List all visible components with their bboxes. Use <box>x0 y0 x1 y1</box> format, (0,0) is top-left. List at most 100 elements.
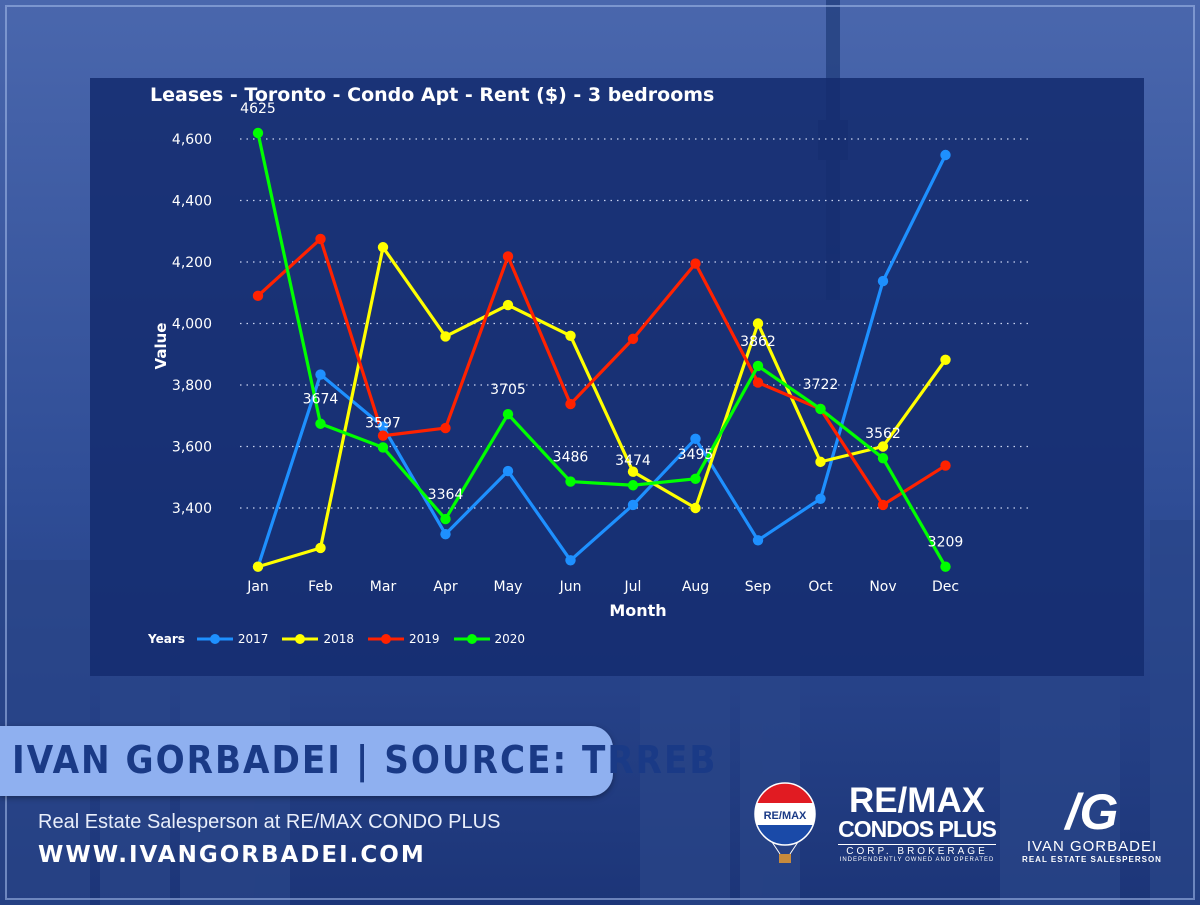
data-point-2017-Nov <box>877 275 889 287</box>
remax-line4: INDEPENDENTLY OWNED AND OPERATED <box>839 857 995 863</box>
data-point-2017-Oct <box>815 493 826 504</box>
data-point-2019-Jan <box>252 290 264 302</box>
data-point-2019-May <box>502 251 514 262</box>
data-point-2020-Oct <box>815 403 826 415</box>
x-tick-label: Sep <box>745 579 772 595</box>
data-label: 3862 <box>740 334 776 350</box>
x-tick-label: Aug <box>682 579 709 595</box>
data-point-2017-Mar <box>377 421 389 432</box>
legend-item-2017[interactable]: 2017 <box>196 632 269 646</box>
legend-title: Years <box>148 632 185 646</box>
data-label: 3364 <box>428 487 464 503</box>
series-line-2020 <box>256 132 947 568</box>
data-point-2017-Sep <box>752 535 764 546</box>
remax-line2: CONDOS PLUS <box>838 816 997 842</box>
legend-swatch <box>196 634 233 644</box>
data-point-2017-May <box>502 465 514 477</box>
data-point-2018-Dec <box>940 354 951 365</box>
data-point-2017-Aug <box>690 433 701 445</box>
data-point-2019-Nov <box>877 499 889 511</box>
x-tick-label: Dec <box>932 579 959 595</box>
data-point-2019-Mar <box>377 430 389 441</box>
data-point-2018-Mar <box>377 242 389 253</box>
line-chart: 4625 3674 3597 3364 3705 3486 3474 3495 3862 3722… <box>152 101 1028 620</box>
data-point-2020-Jan <box>252 127 264 139</box>
series-line-2017 <box>256 154 947 568</box>
x-tick-label: May <box>494 579 523 595</box>
data-label: 3597 <box>365 415 401 431</box>
data-label: 3209 <box>928 535 964 551</box>
data-label: 3722 <box>803 377 839 393</box>
y-tick-label: 4,200 <box>172 255 212 271</box>
data-label: 4625 <box>240 101 276 117</box>
data-point-2019-Dec <box>940 460 951 471</box>
data-point-2020-May <box>502 409 514 420</box>
legend-swatch <box>367 634 404 644</box>
data-point-2020-Jul <box>627 480 639 491</box>
data-point-2017-Dec <box>940 149 951 161</box>
legend-item-2020[interactable]: 2020 <box>453 632 525 646</box>
y-tick-label: 3,800 <box>172 378 212 394</box>
website-link[interactable]: WWW.IVANGORBADEI.COM <box>38 842 426 868</box>
y-tick-label: 3,600 <box>172 440 212 456</box>
data-point-2018-Feb <box>315 542 326 554</box>
ig-role: REAL ESTATE SALESPERSON <box>1022 855 1162 864</box>
x-tick-label: Nov <box>869 579 896 595</box>
y-tick-label: 4,400 <box>172 194 212 210</box>
data-point-2019-Aug <box>690 258 701 269</box>
data-point-2020-Mar <box>377 442 389 453</box>
chart-title: Leases - Toronto - Condo Apt - Rent ($) … <box>150 84 715 106</box>
y-tick-label: 4,000 <box>172 317 212 333</box>
data-point-2020-Sep <box>752 360 764 372</box>
legend: Years 2017 2018 2019 2020 <box>148 632 539 646</box>
data-point-2018-May <box>502 299 514 311</box>
data-label: 3495 <box>678 447 714 463</box>
remax-line1: RE/MAX <box>848 781 986 820</box>
data-label: 3705 <box>490 382 526 398</box>
data-point-2018-Jul <box>627 466 639 477</box>
x-tick-label: Feb <box>308 579 333 595</box>
data-point-2020-Feb <box>315 418 326 429</box>
legend-item-2019[interactable]: 2019 <box>367 632 440 646</box>
data-point-2019-Apr <box>440 422 451 434</box>
data-point-2019-Feb <box>315 233 326 245</box>
balloon-text: RE/MAX <box>764 810 807 822</box>
data-point-2019-Jun <box>565 398 576 410</box>
data-point-2017-Jun <box>565 555 576 566</box>
data-point-2020-Nov <box>877 452 889 464</box>
data-label: 3562 <box>865 426 901 442</box>
legend-label: 2017 <box>237 632 269 646</box>
remax-condos-plus-logo: RE/MAX CONDOS PLUS CORP. BROKERAGE INDEP… <box>838 781 997 863</box>
data-point-2019-Jul <box>627 333 639 345</box>
data-point-2020-Aug <box>690 473 701 484</box>
series-line-2019 <box>256 237 947 507</box>
data-point-2019-Sep <box>752 377 764 388</box>
data-point-2018-Nov <box>877 441 889 452</box>
y-tick-label: 4,600 <box>172 132 212 148</box>
data-point-2017-Apr <box>440 528 451 540</box>
banner-text: IVAN GORBADEI | SOURCE: TRREB <box>12 738 718 782</box>
data-point-2018-Sep <box>752 318 764 329</box>
data-point-2018-Aug <box>690 502 701 514</box>
data-point-2020-Dec <box>940 561 951 572</box>
data-point-2020-Jun <box>565 476 576 487</box>
x-tick-label: Jan <box>246 579 269 595</box>
x-tick-label: Jul <box>624 579 642 595</box>
x-tick-label: Mar <box>370 579 397 595</box>
x-axis-label: Month <box>609 601 666 620</box>
legend-item-2018[interactable]: 2018 <box>282 632 354 646</box>
x-tick-label: Jun <box>559 579 582 595</box>
data-point-2018-Jun <box>565 330 576 341</box>
data-point-2017-Feb <box>315 369 326 380</box>
legend-label: 2018 <box>323 632 354 646</box>
data-point-2020-Apr <box>440 513 451 525</box>
footer-banner: IVAN GORBADEI | SOURCE: TRREB <box>0 726 715 796</box>
legend-swatch <box>453 634 490 644</box>
data-point-2018-Oct <box>815 456 826 468</box>
x-tick-label: Oct <box>808 579 833 595</box>
y-tick-label: 3,400 <box>172 501 212 517</box>
data-label: 3474 <box>615 453 651 469</box>
remax-balloon-logo: RE/MAX <box>754 782 816 863</box>
data-point-2017-Jul <box>627 499 639 511</box>
series-line-2018 <box>257 245 947 569</box>
